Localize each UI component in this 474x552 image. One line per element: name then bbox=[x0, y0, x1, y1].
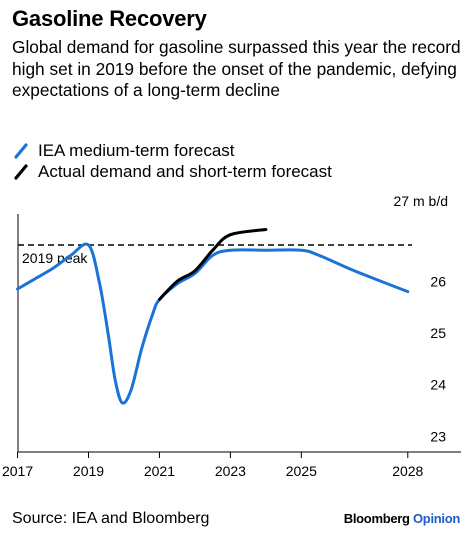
legend-label-iea: IEA medium-term forecast bbox=[38, 141, 235, 160]
brand-logo: Bloomberg Opinion bbox=[343, 511, 461, 526]
y-tick-label: 24 bbox=[430, 377, 446, 393]
x-tick-label: 2025 bbox=[286, 463, 317, 479]
y-tick-label: 26 bbox=[430, 273, 446, 289]
brand-main: Bloomberg bbox=[343, 511, 410, 526]
y-tick-label: 23 bbox=[430, 428, 446, 444]
x-tick-label: 2023 bbox=[215, 463, 246, 479]
legend-swatch-actual bbox=[14, 164, 28, 180]
y-tick-label: 25 bbox=[430, 325, 446, 341]
x-tick-label: 2021 bbox=[144, 463, 175, 479]
legend-label-actual: Actual demand and short-term forecast bbox=[38, 162, 332, 181]
series-line-iea-forecast bbox=[16, 242, 410, 405]
legend-item-iea: IEA medium-term forecast bbox=[14, 141, 235, 161]
y-axis-unit-label: 27 m b/d bbox=[394, 193, 448, 209]
chart-title: Gasoline Recovery bbox=[12, 6, 207, 31]
x-tick-label: 2017 bbox=[2, 463, 33, 479]
brand-accent: Opinion bbox=[413, 511, 460, 526]
source-note: Source: IEA and Bloomberg bbox=[12, 510, 210, 527]
series-line-actual-demand bbox=[158, 228, 268, 301]
reference-line-label: 2019 peak bbox=[22, 250, 88, 266]
x-tick-label: 2028 bbox=[392, 463, 423, 479]
legend-item-actual: Actual demand and short-term forecast bbox=[14, 162, 332, 182]
x-tick-label: 2019 bbox=[73, 463, 104, 479]
legend-swatch-iea bbox=[14, 143, 28, 159]
chart-subtitle: Global demand for gasoline surpassed thi… bbox=[12, 37, 461, 100]
